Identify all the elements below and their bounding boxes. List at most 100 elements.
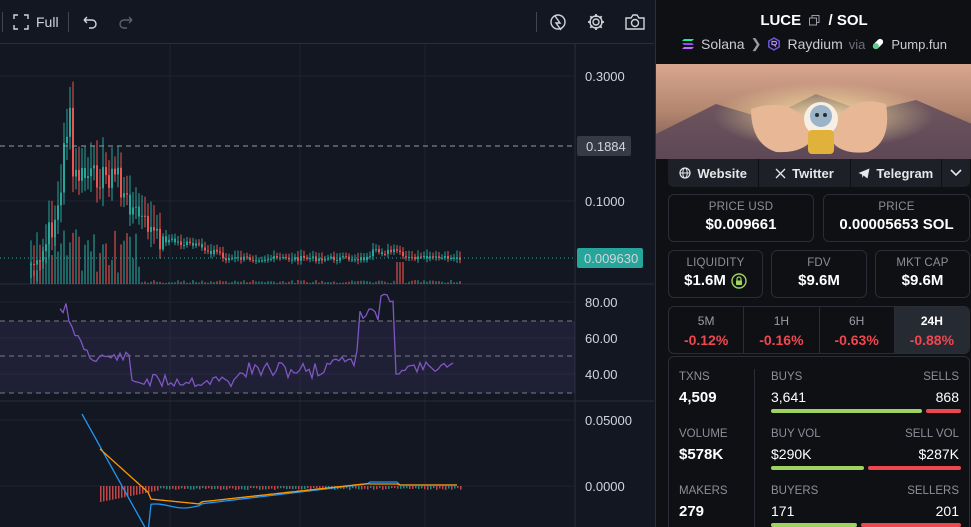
volume-bar — [420, 282, 422, 284]
globe-icon — [679, 167, 691, 179]
macd-histogram-bar — [370, 486, 372, 489]
macd-histogram-bar — [346, 486, 348, 489]
rsi-band — [0, 321, 575, 393]
tab-24h[interactable]: 24H -0.88% — [894, 307, 969, 353]
buys-bar — [771, 409, 922, 413]
base-symbol: LUCE — [760, 12, 802, 29]
candle-body — [186, 241, 188, 245]
buyers-label: BUYERS — [771, 485, 819, 497]
macd-histogram-bar — [292, 486, 294, 490]
candle-body — [453, 257, 455, 259]
volume-bar — [435, 281, 437, 284]
candle-body — [219, 251, 221, 253]
volume-bar — [372, 282, 374, 284]
candle-body — [363, 257, 365, 261]
via-label: via — [848, 36, 866, 52]
macd-histogram-bar — [256, 486, 258, 489]
macd-histogram-bar — [121, 486, 123, 498]
volume-bar — [216, 281, 218, 284]
pumpfun-icon — [873, 38, 884, 50]
price-chart[interactable]: 0.3000 0.1000 0.1884 0.009630 80.00 60.0… — [0, 44, 654, 527]
volume-bar — [87, 240, 89, 284]
volume-bar — [39, 260, 41, 284]
macd-histogram-bar — [136, 486, 138, 495]
volume-bar — [414, 280, 416, 284]
candle-body — [393, 249, 395, 252]
screenshot-button[interactable] — [624, 10, 646, 34]
candle-body — [267, 259, 269, 261]
tab-1h[interactable]: 1H -0.16% — [744, 307, 820, 353]
volume-bar — [222, 281, 224, 284]
volume-bar — [147, 282, 149, 284]
tab-5m[interactable]: 5M -0.12% — [669, 307, 745, 353]
price-native-label: PRICE — [878, 201, 915, 213]
candle-body — [405, 256, 407, 258]
macd-histogram-bar — [205, 486, 207, 489]
chain-link[interactable]: Solana — [700, 36, 745, 52]
volume-bar — [399, 262, 401, 284]
macd-histogram-bar — [301, 486, 303, 490]
candle-body — [339, 257, 341, 261]
undo-button[interactable] — [80, 10, 98, 34]
lock-icon[interactable] — [731, 272, 747, 289]
macd-histogram-bar — [283, 486, 285, 489]
candle-body — [360, 257, 362, 261]
volume-bar — [366, 281, 368, 284]
macd-histogram-bar — [175, 486, 177, 490]
volume-bar — [234, 280, 236, 284]
volume-bar — [402, 262, 404, 284]
tab-6h[interactable]: 6H -0.63% — [820, 307, 895, 353]
sellers-label: SELLERS — [907, 485, 959, 497]
volume-bar — [189, 282, 191, 284]
indicators-button[interactable] — [548, 10, 568, 34]
volume-bar — [291, 280, 293, 284]
macd-histogram-bar — [148, 486, 150, 493]
volume-bar — [390, 282, 392, 284]
price-usd-card: PRICE USD $0.009661 — [668, 194, 814, 242]
volume-bar — [255, 281, 257, 284]
redo-button[interactable] — [118, 10, 136, 34]
macd-histogram-bar — [169, 486, 171, 490]
chart-pane[interactable]: Full — [0, 0, 654, 527]
volume-bar — [201, 280, 203, 284]
volume-bar — [447, 282, 449, 284]
price-native-card: PRICE 0.00005653 SOL — [823, 194, 970, 242]
launchpad-link[interactable]: Pump.fun — [891, 36, 948, 52]
macd-histogram-bar — [436, 486, 438, 490]
candle-body — [282, 257, 284, 259]
dex-link[interactable]: Raydium — [787, 36, 843, 52]
twitter-button[interactable]: Twitter — [759, 159, 851, 187]
candle-body — [312, 256, 314, 259]
more-links-button[interactable] — [942, 159, 970, 187]
candle-body — [423, 256, 425, 258]
macd-histogram-bar — [157, 486, 159, 491]
fullscreen-button[interactable]: Full — [12, 10, 59, 34]
volume-bar — [330, 282, 332, 284]
candle-body — [102, 167, 104, 189]
volume-bar — [411, 280, 413, 284]
candle-body — [378, 249, 380, 253]
candle-body — [231, 258, 233, 260]
volume-bar — [351, 280, 353, 284]
candle-body — [246, 256, 248, 258]
macd-histogram-bar — [394, 486, 396, 489]
settings-button[interactable] — [586, 10, 606, 34]
candle-body — [54, 219, 56, 238]
volume-bar — [450, 280, 452, 284]
candle-body — [165, 236, 167, 243]
volume-bar — [273, 281, 275, 284]
macd-histogram-bar — [184, 486, 186, 490]
volume-bar — [324, 282, 326, 284]
makers-label: MAKERS — [679, 485, 728, 497]
telegram-button[interactable]: Telegram — [851, 159, 942, 187]
volume-bars — [30, 229, 461, 284]
macd-histogram-bar — [409, 486, 411, 489]
volume-bar — [297, 280, 299, 284]
copy-icon[interactable] — [809, 13, 820, 30]
macd-histogram-bar — [352, 486, 354, 489]
fdv-card: FDV $9.6M — [771, 250, 867, 298]
candle-body — [69, 107, 71, 137]
website-button[interactable]: Website — [668, 159, 760, 187]
fullscreen-label: Full — [36, 14, 59, 30]
macd-histogram-bar — [448, 486, 450, 489]
